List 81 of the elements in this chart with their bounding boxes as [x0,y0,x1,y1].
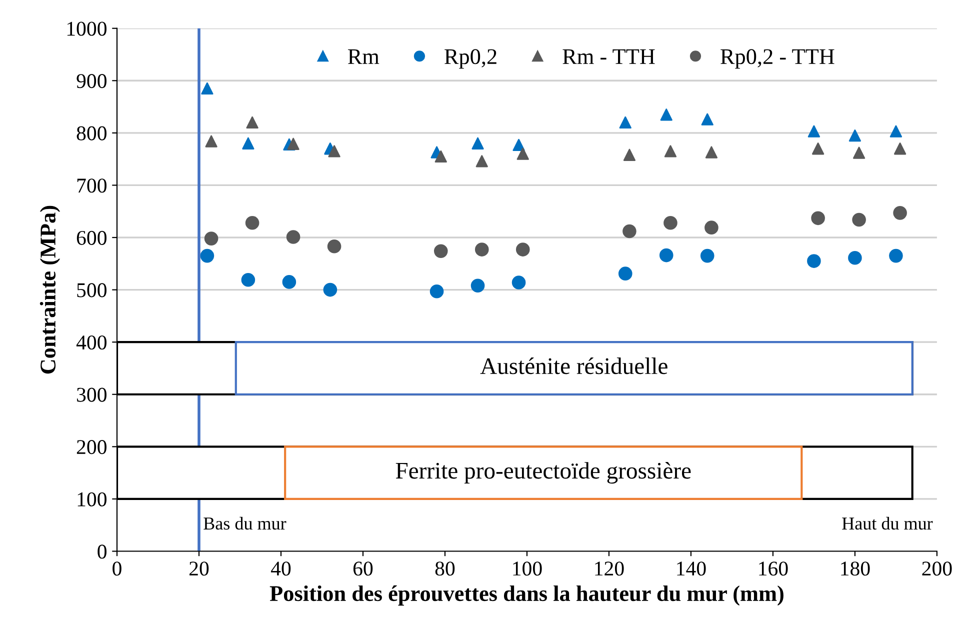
point [327,239,342,254]
point [852,212,866,227]
y-tick-label: 900 [76,74,106,88]
annotation: Bas du mur [204,516,286,530]
y-tick-label: 600 [76,230,106,245]
point [472,137,484,150]
y-tick-label: 200 [76,440,106,454]
point [807,254,821,268]
point [282,275,296,289]
band-label: Ferrite pro-eutectoïde grossière [396,462,691,484]
legend-label: Rm [348,49,380,64]
x-tick-label: 200 [922,562,952,576]
point [287,138,300,150]
point [246,116,258,129]
point [848,250,862,265]
x-tick-label: 0 [112,562,122,576]
y-tick-label: 700 [77,178,106,193]
legend-label: Rp0,2 [444,49,496,69]
y-tick-label: 1000 [67,22,106,36]
point [241,272,256,287]
point [622,224,636,238]
point [890,125,902,138]
y-tick-label: 500 [77,283,106,298]
point [512,276,526,290]
x-tick-label: 40 [270,562,291,576]
point [619,116,632,129]
x-tick-label: 180 [841,562,870,576]
point [618,266,632,280]
x-tick-label: 140 [677,562,706,576]
point [623,148,636,161]
x-tick-label: 80 [435,562,455,576]
point [889,248,903,263]
x-tick-label: 100 [513,562,542,576]
legend-label: Rp0,2 - TTH [720,49,834,69]
point [323,282,338,297]
point [660,108,672,121]
point [811,211,825,226]
point [808,125,820,138]
point [852,146,866,159]
point [430,284,444,298]
point [245,216,260,230]
y-tick-label: 300 [77,388,106,402]
band-label: Austénite résiduelle [480,357,668,374]
point [201,82,214,95]
point [434,150,447,163]
point [434,244,448,258]
y-tick-label: 0 [98,544,106,559]
point [894,142,906,155]
point [705,146,718,158]
legend-label: Rm - TTH [562,49,655,64]
point [659,248,674,262]
x-tick-label: 20 [189,562,209,576]
point [701,113,714,126]
point [848,129,862,142]
point [474,242,489,256]
point [664,145,677,158]
x-tick-label: 120 [595,562,624,576]
point [286,230,300,244]
point [205,135,218,148]
point [200,248,214,263]
y-tick-label: 400 [76,335,106,350]
point [476,155,488,168]
point [328,145,340,158]
y-tick-label: 100 [78,492,106,506]
point [700,248,714,263]
point [893,206,907,220]
x-tick-label: 160 [759,562,788,576]
point [516,148,529,160]
y-tick-label: 800 [76,126,106,140]
point [664,216,678,230]
point [470,278,485,293]
point [242,137,254,150]
point [512,138,525,152]
point [516,242,530,256]
point [704,220,718,234]
point [204,232,218,246]
x-axis-title: Position des éprouvettes dans la hauteur du mur (mm) [270,585,784,606]
annotation: Haut du mur [842,516,933,530]
point [812,142,824,155]
y-axis-title: Contrainte (MPa) [40,206,60,374]
x-tick-label: 60 [353,562,373,576]
